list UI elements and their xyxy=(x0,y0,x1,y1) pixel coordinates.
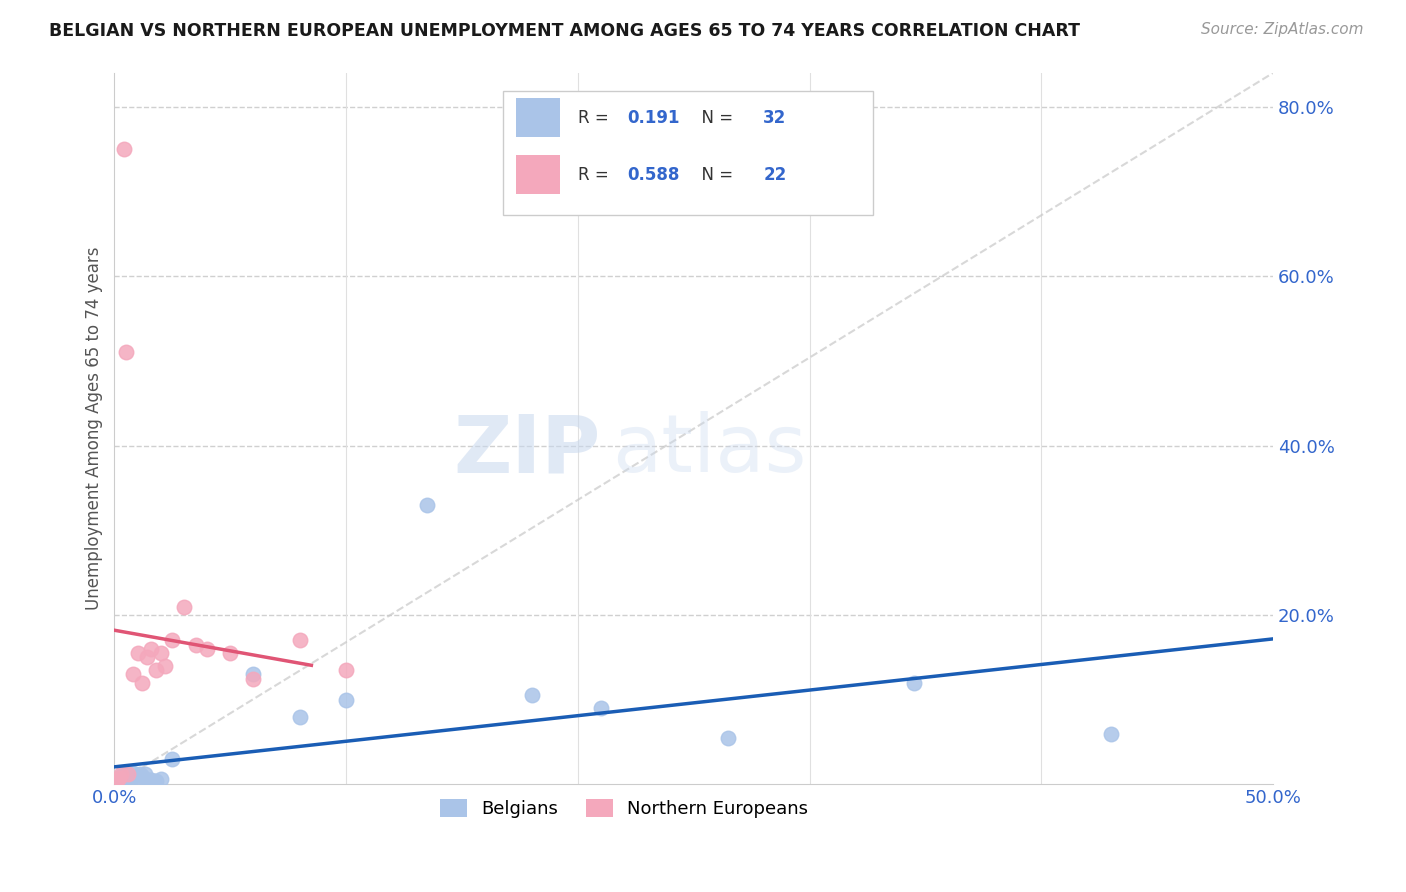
Point xyxy=(195,641,218,656)
Point xyxy=(127,646,149,660)
Point xyxy=(141,641,163,656)
Point xyxy=(131,769,153,783)
Point xyxy=(115,771,138,785)
Point xyxy=(184,638,207,652)
Point xyxy=(110,767,132,781)
Point xyxy=(108,771,131,785)
Text: 0.588: 0.588 xyxy=(627,166,681,184)
Point xyxy=(155,658,177,673)
Text: Source: ZipAtlas.com: Source: ZipAtlas.com xyxy=(1201,22,1364,37)
Point xyxy=(117,767,139,781)
Point xyxy=(162,633,184,648)
Point xyxy=(335,663,357,677)
Text: R =: R = xyxy=(578,109,614,127)
Point xyxy=(145,663,167,677)
Point xyxy=(124,769,146,783)
Point xyxy=(145,774,167,789)
Point xyxy=(142,774,165,789)
Point xyxy=(108,771,131,785)
Point xyxy=(335,692,357,706)
Text: N =: N = xyxy=(692,166,738,184)
Point xyxy=(105,773,128,788)
Point xyxy=(1099,726,1122,740)
Text: 22: 22 xyxy=(763,166,786,184)
Point xyxy=(134,767,156,781)
Point xyxy=(288,633,311,648)
Point xyxy=(127,771,149,785)
Point xyxy=(242,672,264,686)
Point xyxy=(110,769,132,783)
Point xyxy=(110,772,132,787)
Point xyxy=(131,675,153,690)
Point xyxy=(105,773,128,788)
Point xyxy=(115,345,138,359)
Legend: Belgians, Northern Europeans: Belgians, Northern Europeans xyxy=(433,791,815,825)
Point xyxy=(129,767,152,781)
Text: atlas: atlas xyxy=(613,411,807,489)
Text: N =: N = xyxy=(692,109,738,127)
Point xyxy=(903,675,925,690)
Y-axis label: Unemployment Among Ages 65 to 74 years: Unemployment Among Ages 65 to 74 years xyxy=(86,247,103,610)
Point xyxy=(149,646,172,660)
Point xyxy=(717,731,740,745)
FancyBboxPatch shape xyxy=(502,91,873,215)
Point xyxy=(112,767,135,781)
Bar xyxy=(516,98,561,137)
Point xyxy=(149,772,172,787)
Point xyxy=(112,142,135,156)
Bar xyxy=(516,155,561,194)
Point xyxy=(219,646,242,660)
Point xyxy=(105,775,128,789)
Point xyxy=(115,773,138,788)
Point xyxy=(173,599,195,614)
Text: ZIP: ZIP xyxy=(454,411,600,489)
Text: BELGIAN VS NORTHERN EUROPEAN UNEMPLOYMENT AMONG AGES 65 TO 74 YEARS CORRELATION : BELGIAN VS NORTHERN EUROPEAN UNEMPLOYMEN… xyxy=(49,22,1080,40)
Point xyxy=(520,689,543,703)
Point xyxy=(117,767,139,781)
Point xyxy=(162,752,184,766)
Text: 0.191: 0.191 xyxy=(627,109,681,127)
Point xyxy=(120,769,142,783)
Point xyxy=(589,701,612,715)
Point xyxy=(108,772,131,787)
Point xyxy=(135,650,157,665)
Point xyxy=(242,667,264,681)
Point xyxy=(122,766,145,780)
Point xyxy=(141,773,163,788)
Point xyxy=(416,498,439,512)
Point xyxy=(138,773,160,788)
Point xyxy=(288,709,311,723)
Text: R =: R = xyxy=(578,166,614,184)
Point xyxy=(122,667,145,681)
Text: 32: 32 xyxy=(763,109,786,127)
